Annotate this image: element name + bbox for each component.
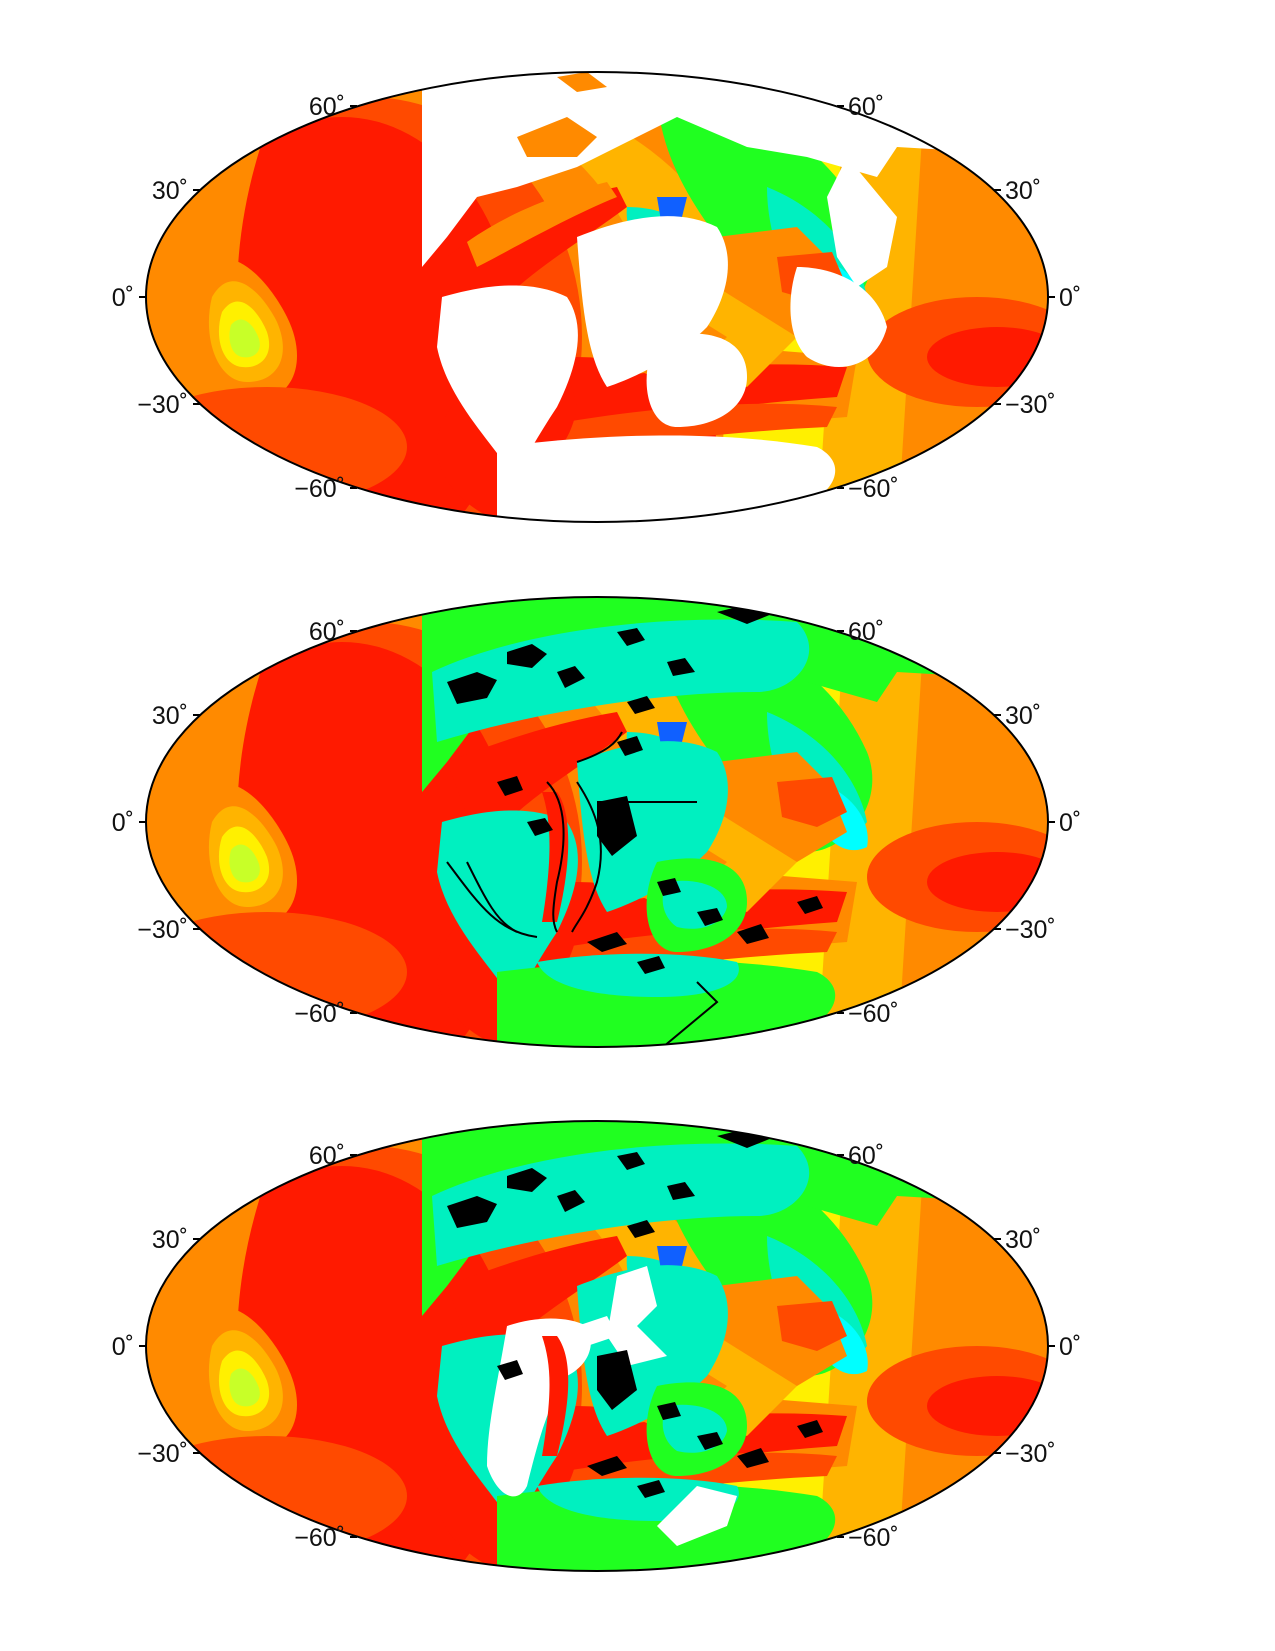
lat-label-eq-right: 0˚ [1059, 284, 1081, 312]
lat-label-eq-right: 0˚ [1059, 1333, 1081, 1361]
map-2: 60˚ 60˚ 30˚ 30˚ 0˚ 0˚ −30˚ −30˚ −60˚ −60… [112, 596, 1081, 1048]
black-patches [447, 1126, 823, 1498]
lat-label-s60-left: −60˚ [294, 1524, 345, 1552]
lat-label-eq-left: 0˚ [112, 284, 134, 312]
lat-label-n30-right: 30˚ [1005, 177, 1041, 205]
lat-label-s30-left: −30˚ [137, 1440, 188, 1468]
map-1: 60˚ 60˚ 30˚ 30˚ 0˚ 0˚ −30˚ −30˚ −60˚ −60… [112, 71, 1081, 523]
lat-label-s60-right: −60˚ [848, 1000, 899, 1028]
land-antarctica [497, 435, 836, 522]
lat-label-eq-left: 0˚ [112, 809, 134, 837]
lat-label-n30-right: 30˚ [1005, 1226, 1041, 1254]
lat-label-n30-left: 30˚ [152, 1226, 188, 1254]
lat-label-n60-right: 60˚ [848, 1142, 884, 1170]
lat-label-s60-left: −60˚ [294, 1000, 345, 1028]
lat-label-n60-left: 60˚ [309, 618, 345, 646]
lat-label-n30-left: 30˚ [152, 177, 188, 205]
lat-label-n30-left: 30˚ [152, 702, 188, 730]
black-patches [447, 602, 823, 974]
lat-label-s30-left: −30˚ [137, 391, 188, 419]
lat-label-s60-right: −60˚ [848, 475, 899, 503]
lat-label-eq-right: 0˚ [1059, 809, 1081, 837]
lat-label-n60-right: 60˚ [848, 93, 884, 121]
lat-label-s60-right: −60˚ [848, 1524, 899, 1552]
lat-label-s30-right: −30˚ [1005, 391, 1056, 419]
map-3: 60˚ 60˚ 30˚ 30˚ 0˚ 0˚ −30˚ −30˚ −60˚ −60… [112, 1120, 1081, 1572]
lat-label-s30-right: −30˚ [1005, 1440, 1056, 1468]
lat-label-s30-right: −30˚ [1005, 916, 1056, 944]
lat-label-eq-left: 0˚ [112, 1333, 134, 1361]
lat-label-s30-left: −30˚ [137, 916, 188, 944]
lat-label-n30-right: 30˚ [1005, 702, 1041, 730]
land-india [646, 333, 747, 427]
lat-label-s60-left: −60˚ [294, 475, 345, 503]
plate-outlines [446, 731, 719, 1047]
lat-label-n60-left: 60˚ [309, 1142, 345, 1170]
land-south-america [437, 285, 578, 472]
lat-label-n60-right: 60˚ [848, 618, 884, 646]
land-africa [577, 216, 728, 387]
land-australia [790, 267, 887, 367]
lat-label-n60-left: 60˚ [309, 93, 345, 121]
